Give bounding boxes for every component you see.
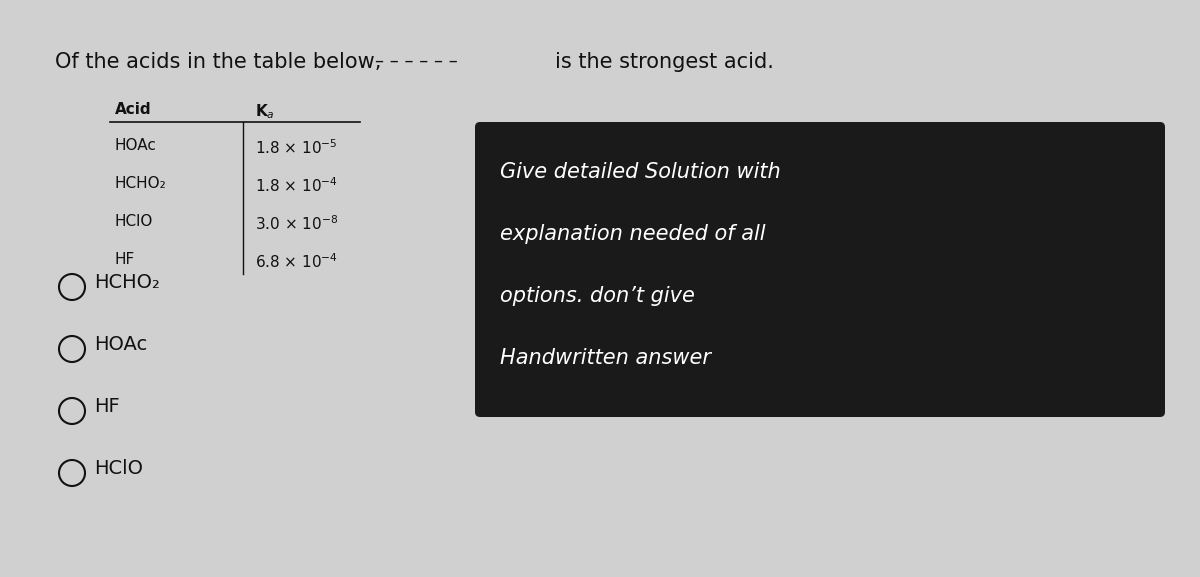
- Text: HCHO₂: HCHO₂: [94, 273, 160, 293]
- Text: HF: HF: [94, 398, 120, 417]
- Text: 6.8 $\times$ 10$^{-4}$: 6.8 $\times$ 10$^{-4}$: [254, 252, 338, 271]
- Text: HF: HF: [115, 252, 136, 267]
- Text: HCHO₂: HCHO₂: [115, 176, 167, 191]
- Text: 1.8 $\times$ 10$^{-4}$: 1.8 $\times$ 10$^{-4}$: [254, 176, 338, 194]
- Text: is the strongest acid.: is the strongest acid.: [554, 52, 774, 72]
- Text: HClO: HClO: [94, 459, 143, 478]
- Text: 3.0 $\times$ 10$^{-8}$: 3.0 $\times$ 10$^{-8}$: [254, 214, 338, 233]
- Text: – – – – – –: – – – – – –: [374, 52, 457, 70]
- Text: Acid: Acid: [115, 102, 151, 117]
- Text: HClO: HClO: [115, 214, 154, 229]
- Text: explanation needed of all: explanation needed of all: [500, 224, 766, 244]
- Text: 1.8 $\times$ 10$^{-5}$: 1.8 $\times$ 10$^{-5}$: [254, 138, 337, 157]
- FancyBboxPatch shape: [475, 122, 1165, 417]
- Text: HOAc: HOAc: [94, 335, 148, 354]
- Text: Of the acids in the table below,: Of the acids in the table below,: [55, 52, 382, 72]
- Text: options. don’t give: options. don’t give: [500, 286, 695, 306]
- Text: Give detailed Solution with: Give detailed Solution with: [500, 162, 781, 182]
- Text: Handwritten answer: Handwritten answer: [500, 348, 710, 368]
- Text: HOAc: HOAc: [115, 138, 157, 153]
- Text: K$_a$: K$_a$: [254, 102, 275, 121]
